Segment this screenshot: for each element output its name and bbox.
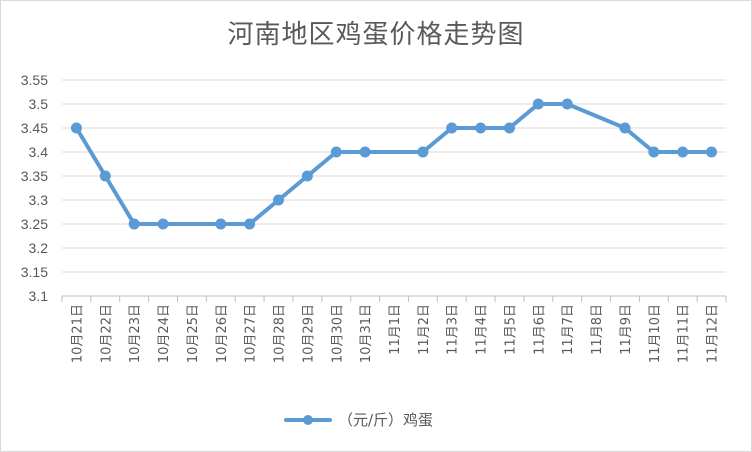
data-point	[648, 146, 660, 158]
x-tick-label: 11月10日	[648, 304, 663, 363]
x-tick-label: 11月4日	[475, 304, 490, 355]
y-tick-label: 3.15	[21, 264, 48, 280]
x-tick-label: 11月11日	[677, 304, 692, 363]
x-tick-label: 11月2日	[417, 304, 432, 355]
x-tick-label: 10月22日	[99, 304, 114, 363]
data-point	[475, 122, 487, 134]
x-tick-label: 11月12日	[706, 304, 721, 363]
data-point	[706, 146, 718, 158]
data-point	[99, 170, 111, 182]
y-tick-label: 3.3	[29, 192, 49, 208]
x-tick-label: 10月21日	[70, 304, 85, 363]
x-tick-label: 10月23日	[128, 304, 143, 363]
x-tick-label: 11月6日	[532, 304, 547, 355]
y-tick-label: 3.5	[29, 96, 49, 112]
x-tick-label: 10月25日	[186, 304, 201, 363]
y-tick-label: 3.25	[21, 216, 48, 232]
x-tick-label: 10月28日	[273, 304, 288, 363]
x-tick-label: 11月1日	[388, 304, 403, 355]
data-point	[128, 218, 140, 230]
data-point	[215, 218, 227, 230]
x-tick-label: 10月24日	[157, 304, 172, 363]
data-point	[503, 122, 515, 134]
y-tick-label: 3.2	[29, 240, 49, 256]
series-line	[74, 102, 714, 226]
data-point	[273, 194, 285, 206]
data-point	[330, 146, 342, 158]
chart-title: 河南地区鸡蛋价格走势图	[227, 20, 525, 50]
data-point	[417, 146, 429, 158]
legend-label: （元/斤）鸡蛋	[338, 411, 433, 429]
x-tick-label: 10月29日	[301, 304, 316, 363]
x-tick-label: 11月3日	[446, 304, 461, 355]
x-tick-label: 11月7日	[561, 304, 576, 355]
x-tick-label: 11月5日	[503, 304, 518, 355]
y-tick-label: 3.45	[21, 120, 48, 136]
data-point	[244, 218, 256, 230]
y-tick-label: 3.4	[29, 144, 49, 160]
y-tick-label: 3.1	[29, 288, 49, 304]
data-point	[561, 98, 573, 110]
data-point	[677, 146, 689, 158]
y-tick-label: 3.55	[21, 72, 48, 88]
data-point	[301, 170, 313, 182]
x-tick-label: 10月31日	[359, 304, 374, 363]
y-tick-label: 3.35	[21, 168, 48, 184]
data-point	[359, 146, 371, 158]
x-tick-label: 10月30日	[330, 304, 345, 363]
data-point	[619, 122, 631, 134]
legend-marker	[303, 415, 313, 425]
x-tick-label: 11月8日	[590, 304, 605, 355]
x-tick-label: 11月9日	[619, 304, 634, 355]
data-point	[532, 98, 544, 110]
x-tick-label: 10月26日	[215, 304, 230, 363]
x-tick-label: 10月27日	[244, 304, 259, 363]
data-point	[157, 218, 169, 230]
data-point	[446, 122, 458, 134]
data-point	[70, 122, 82, 134]
